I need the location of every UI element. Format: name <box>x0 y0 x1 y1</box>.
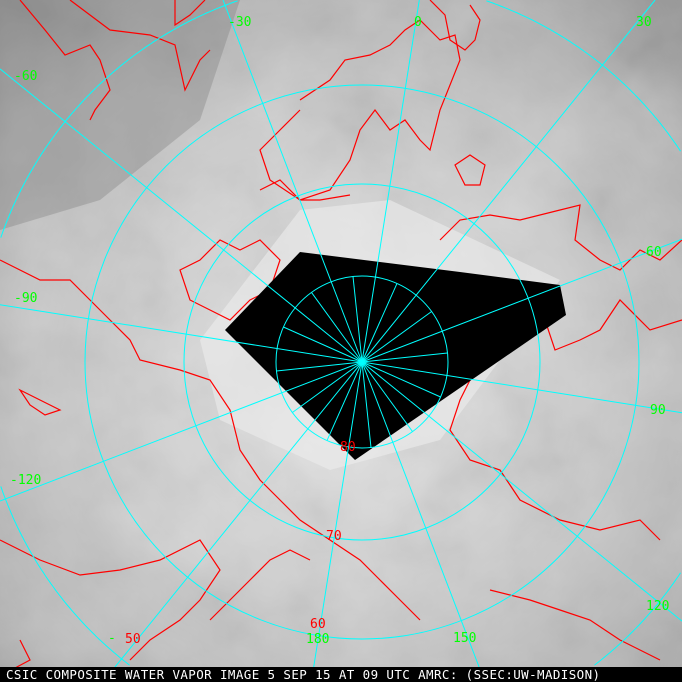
coastline-siberia <box>439 204 682 271</box>
longitude-label: -60 <box>14 69 37 84</box>
latitude-circle <box>84 84 640 640</box>
meridian-line <box>361 361 413 432</box>
meridian-line <box>311 292 363 363</box>
meridian-line <box>361 361 480 667</box>
meridian-line <box>326 361 363 441</box>
longitude-label: 60 <box>646 245 662 260</box>
latitude-label: 60 <box>310 617 326 632</box>
coastline <box>19 0 111 121</box>
coastline-island <box>18 388 62 416</box>
latitude-label: 50 <box>125 632 141 647</box>
latitude-circle <box>0 0 681 666</box>
graticule <box>0 0 682 667</box>
meridian-line <box>361 361 682 622</box>
coastline <box>14 639 31 669</box>
image-caption: CSIC COMPOSITE WATER VAPOR IMAGE 5 SEP 1… <box>0 667 682 682</box>
dry-region <box>0 0 240 230</box>
coastline-island <box>454 154 486 186</box>
coastline-canada <box>0 259 421 621</box>
meridian-line <box>361 0 420 363</box>
meridian-line <box>114 361 363 667</box>
longitude-label: - <box>108 631 116 646</box>
meridian-line <box>361 0 656 363</box>
longitude-label: 180 <box>306 632 329 647</box>
longitude-label: 30 <box>636 15 652 30</box>
latitude-circle <box>275 275 449 449</box>
longitude-label: 0 <box>414 15 422 30</box>
meridian-line <box>361 361 682 414</box>
meridian-line <box>313 361 363 667</box>
meridian-line <box>0 361 363 502</box>
longitude-label: 90 <box>650 403 666 418</box>
coastline-hudson <box>0 539 221 661</box>
meridian-line <box>222 0 363 363</box>
meridian-line <box>283 326 363 363</box>
longitude-label: -120 <box>10 473 41 488</box>
longitude-label: 120 <box>646 599 669 614</box>
meridian-line <box>361 352 448 363</box>
longitude-label: -90 <box>14 291 37 306</box>
longitude-label: -30 <box>228 15 251 30</box>
longitude-label: 150 <box>453 631 476 646</box>
meridian-line <box>276 361 363 372</box>
coastline-aleutians <box>489 589 661 661</box>
meridian-line <box>352 276 363 363</box>
coastline <box>69 0 211 92</box>
meridian-line <box>361 238 682 363</box>
meridian-line <box>361 361 441 398</box>
meridian-line <box>0 68 363 363</box>
latitude-circle <box>183 183 541 541</box>
coastline-greenland <box>179 239 281 321</box>
meridian-line <box>361 361 372 448</box>
coastline <box>174 0 206 27</box>
meridian-line <box>0 304 363 363</box>
meridian-line <box>361 311 432 363</box>
latitude-label: 70 <box>326 529 342 544</box>
no-data-area <box>225 252 566 460</box>
latitude-label: 80 <box>340 440 356 455</box>
coastline <box>429 0 481 51</box>
meridian-line <box>361 283 398 363</box>
meridian-line <box>292 361 363 413</box>
